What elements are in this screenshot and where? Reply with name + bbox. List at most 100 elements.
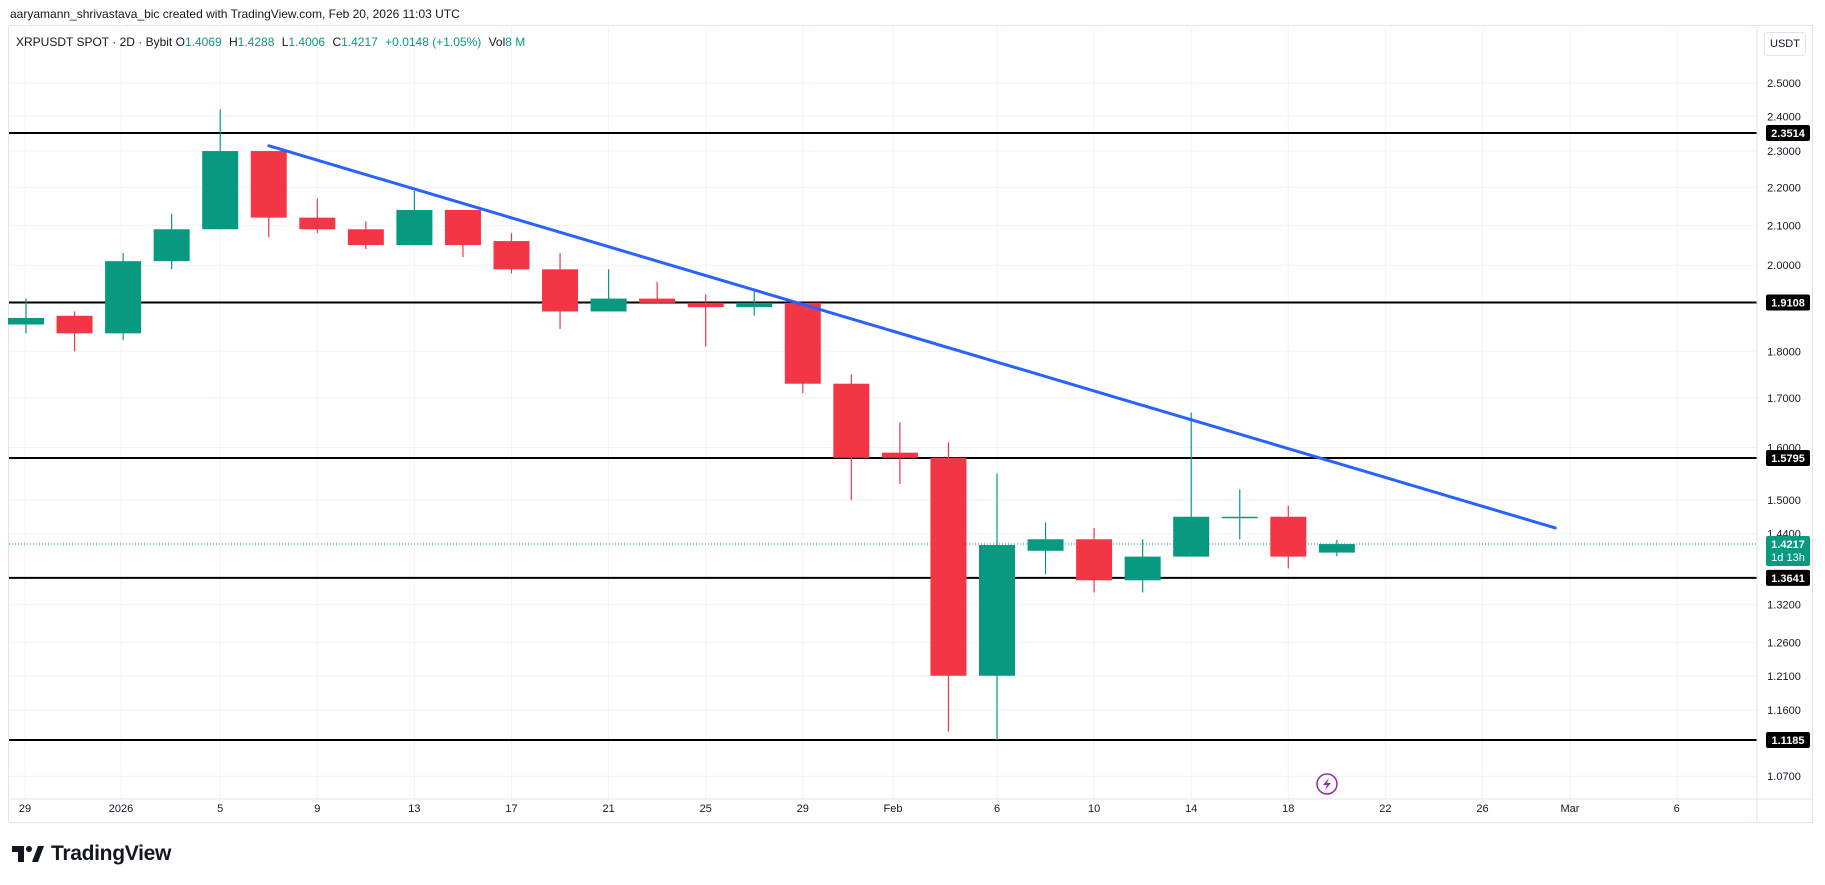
y-tick-label: 2.0000 (1767, 260, 1801, 272)
candle-body (930, 457, 967, 676)
candle-body (1076, 539, 1113, 581)
x-tick-label: 10 (1088, 803, 1100, 815)
x-tick-label: 22 (1379, 803, 1391, 815)
candle-body (687, 302, 724, 308)
lightning-bolt (1323, 778, 1331, 790)
level-price-label: 1.3641 (1771, 573, 1805, 585)
current-price-tag (1766, 536, 1810, 567)
horizontal-levels: 2.3514 1.9108 1.5795 1.3641 1.1185 (9, 125, 1810, 748)
x-tick-label: 14 (1185, 803, 1197, 815)
level-price-tag (1766, 125, 1810, 141)
level-price-tag (1766, 569, 1810, 586)
y-tick-label: 2.1000 (1767, 220, 1801, 232)
chart-pane[interactable] (8, 25, 1813, 823)
level-price-label: 1.1185 (1771, 735, 1804, 747)
candle-up (590, 269, 627, 312)
x-tick-label: 5 (217, 803, 223, 815)
high-label: H (229, 35, 238, 49)
candle-down (493, 233, 530, 274)
x-tick-label: Feb (884, 803, 903, 815)
candle-body (347, 229, 384, 246)
candle-body (1221, 516, 1258, 519)
lightning-icon (1316, 773, 1338, 795)
candle-up (153, 213, 190, 270)
y-tick-label: 1.6000 (1767, 443, 1801, 455)
trendline (267, 144, 1557, 530)
candle-body (979, 545, 1015, 676)
x-tick-label: 26 (1476, 803, 1488, 815)
y-tick-label: 1.8000 (1767, 346, 1801, 358)
candle-body (1124, 556, 1161, 581)
trendline-layer (267, 144, 1557, 530)
x-tick-label: 18 (1282, 803, 1294, 815)
y-tick-label: 1.1600 (1767, 705, 1801, 717)
candle-body (444, 209, 481, 246)
candle-down (639, 281, 676, 303)
candle-body (56, 315, 93, 334)
y-tick-label: 2.2000 (1767, 182, 1801, 194)
candle-up (1318, 539, 1355, 557)
level-price-label: 1.9108 (1771, 298, 1805, 310)
x-tick-label: 6 (994, 803, 1000, 815)
candle-down (833, 374, 870, 501)
tradingview-logo[interactable]: TradingView (12, 842, 171, 866)
candles (8, 109, 1355, 740)
y-tick-label: 2.3000 (1767, 146, 1801, 158)
x-tick-label: 21 (602, 803, 614, 815)
candle-up (736, 290, 773, 316)
candle-up (979, 473, 1015, 740)
candle-up (202, 109, 239, 230)
candle-body (784, 302, 821, 384)
candle-down (347, 221, 384, 250)
change-value: +0.0148 (+1.05%) (385, 35, 482, 49)
low-label: L (281, 35, 289, 49)
candle-body (736, 302, 773, 308)
x-tick-label: 29 (797, 803, 809, 815)
volume-label: Vol (488, 35, 506, 49)
candle-up (1173, 412, 1210, 557)
y-tick-label: 1.2100 (1767, 671, 1801, 683)
candle-body (105, 261, 142, 334)
level-price-tag (1766, 294, 1810, 311)
candle-body (493, 241, 530, 270)
y-tick-label: 1.7000 (1767, 393, 1801, 405)
y-tick-label: 1.2600 (1767, 638, 1801, 650)
x-tick-label: 6 (1674, 803, 1680, 815)
level-price-label: 2.3514 (1771, 128, 1806, 140)
candle-down (444, 209, 481, 258)
chart-attribution: aaryamann_shrivastava_bic created with T… (10, 7, 460, 21)
grid-lines (9, 27, 1756, 799)
close-label: C (332, 35, 342, 49)
candle-down (542, 253, 579, 329)
candle-down (687, 294, 724, 347)
y-tick-label: 2.5000 (1767, 78, 1801, 90)
currency-button[interactable]: USDT (1764, 32, 1806, 56)
candle-body (1173, 516, 1210, 557)
open-label: O (175, 35, 185, 49)
candle-up (1221, 489, 1258, 540)
x-tick-label: Mar (1561, 803, 1580, 815)
y-tick-label: 1.0700 (1767, 771, 1801, 783)
symbol-legend: XRPUSDT SPOT · 2D · Bybit O1.4069 H1.428… (16, 35, 529, 49)
candle-down (784, 302, 821, 394)
candle-up (396, 191, 433, 246)
candle-body (881, 452, 918, 458)
y-tick-label: 2.4000 (1767, 111, 1801, 123)
x-tick-label: 2026 (109, 803, 133, 815)
x-tick-label: 13 (408, 803, 420, 815)
candle-up (8, 298, 44, 334)
level-price-label: 1.5795 (1771, 453, 1805, 465)
candle-body (153, 229, 190, 262)
candle-body (1027, 539, 1064, 551)
logo-text: TradingView (51, 842, 172, 865)
x-tick-label: 25 (700, 803, 712, 815)
candle-down (1076, 527, 1113, 593)
candle-body (202, 151, 239, 230)
x-tick-label: 29 (19, 803, 31, 815)
candle-body (8, 317, 44, 325)
candle-down (56, 311, 93, 352)
symbol-name[interactable]: XRPUSDT SPOT · 2D · Bybit (16, 35, 173, 49)
candle-down (1270, 505, 1307, 569)
